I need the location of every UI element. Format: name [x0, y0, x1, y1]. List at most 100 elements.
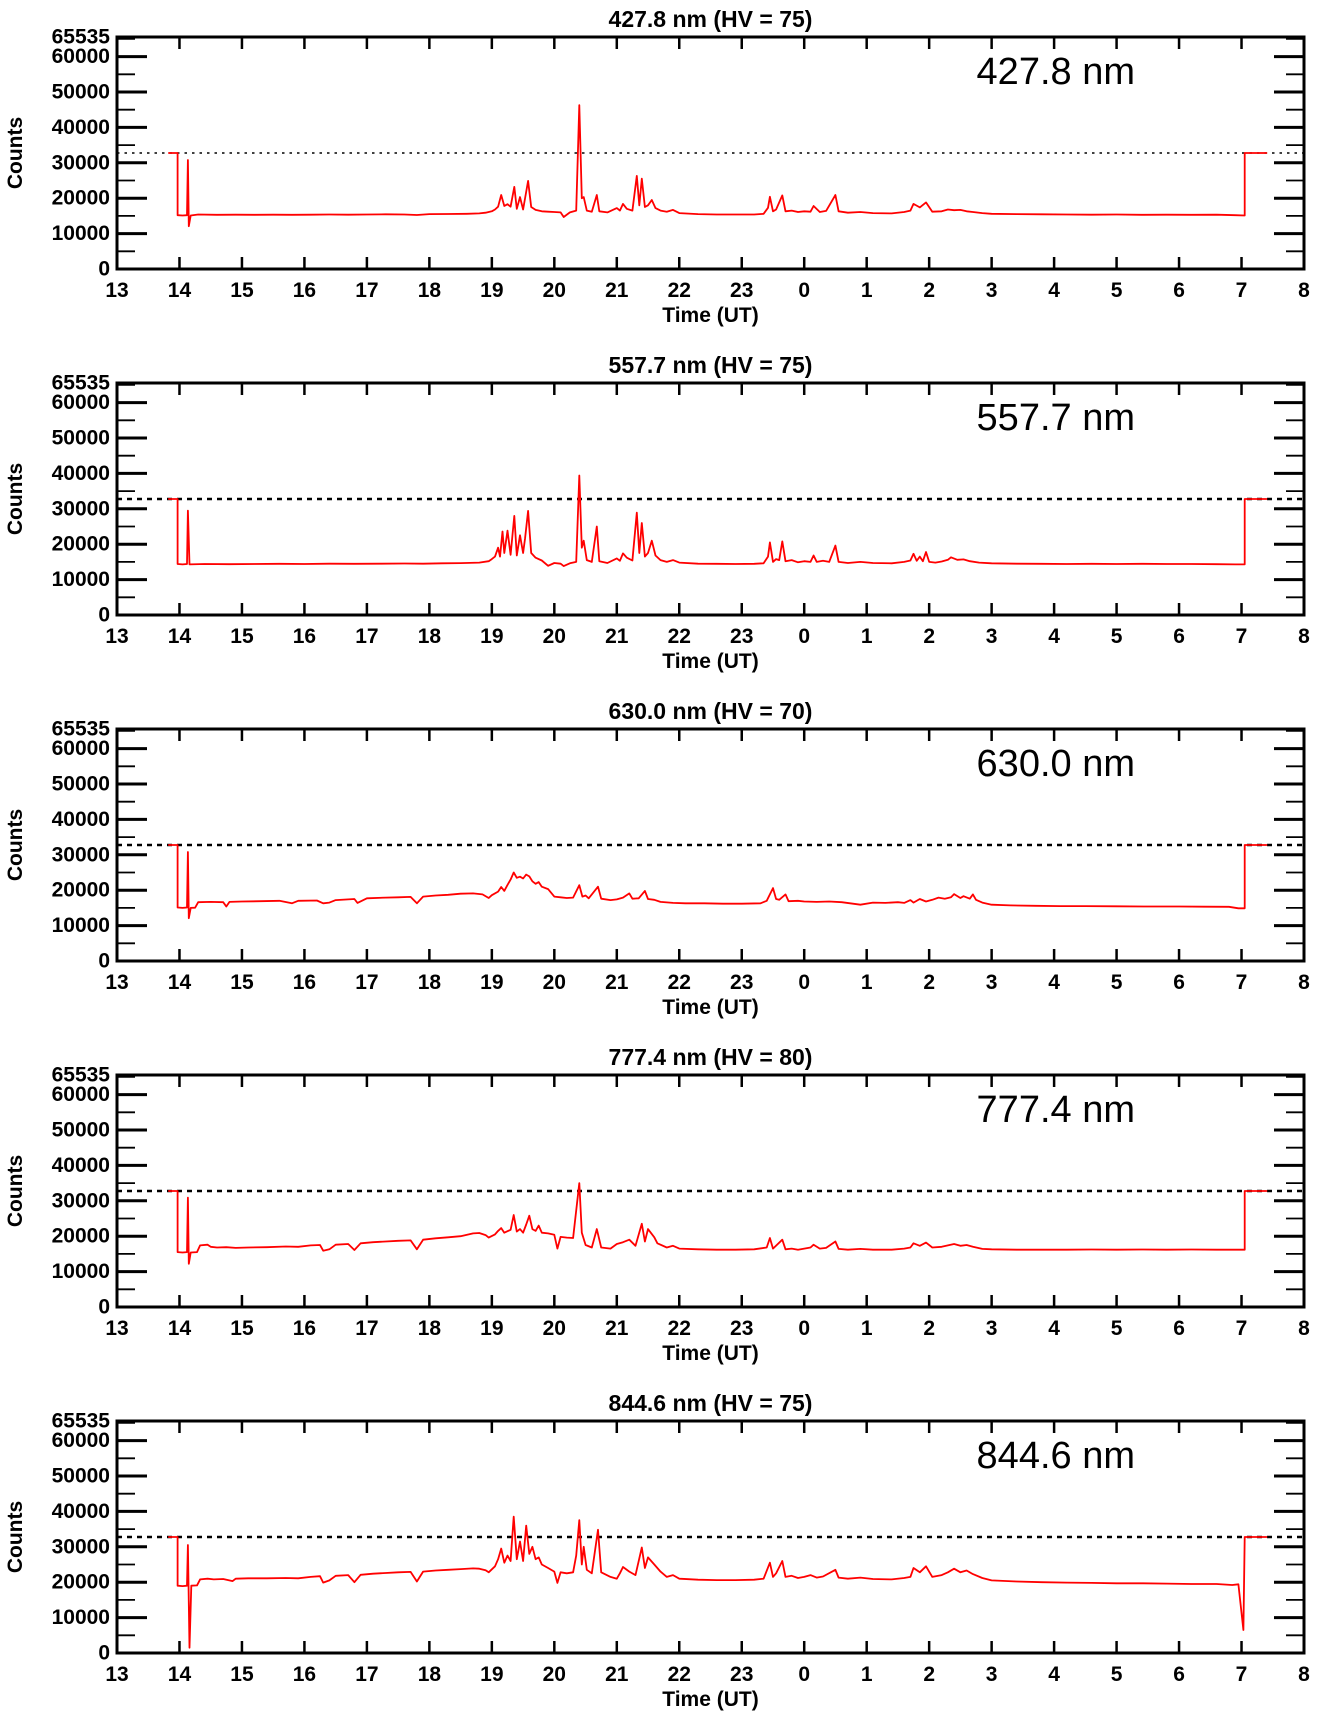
x-tick-label: 22 — [668, 279, 691, 302]
x-tick-label: 14 — [168, 625, 192, 648]
x-tick-label: 0 — [798, 1317, 810, 1340]
x-tick-label: 13 — [105, 1663, 128, 1686]
x-tick-label: 15 — [230, 1317, 254, 1340]
x-tick-label: 19 — [480, 1317, 503, 1340]
x-tick-label: 2 — [923, 1663, 935, 1686]
x-tick-label: 16 — [293, 625, 316, 648]
chart-svg: 630.0 nm (HV = 70) 0 10000 20000 30000 40000 5… — [4, 698, 1310, 1019]
x-tick-label: 19 — [480, 1663, 503, 1686]
y-tick-label: 0 — [98, 258, 110, 281]
x-axis-title: Time (UT) — [662, 1342, 758, 1365]
x-tick-label: 18 — [418, 1317, 442, 1340]
x-tick-label: 20 — [543, 1663, 566, 1686]
x-tick-label: 2 — [923, 971, 935, 994]
x-tick-label: 20 — [543, 971, 566, 994]
series-line — [168, 104, 1268, 228]
plot-frame — [115, 727, 1306, 963]
panel-777.4-nm: 777.4 nm (HV = 80) 0 10000 20000 30000 40000 5… — [0, 1038, 1336, 1384]
x-tick-label: 7 — [1236, 625, 1248, 648]
chart-svg: 777.4 nm (HV = 80) 0 10000 20000 30000 40000 5… — [4, 1044, 1310, 1365]
x-tick-label: 14 — [168, 1663, 192, 1686]
wavelength-label: 777.4 nm — [977, 1089, 1135, 1131]
x-tick-label: 13 — [105, 971, 128, 994]
x-tick-label: 6 — [1173, 279, 1185, 302]
x-tick-label: 19 — [480, 971, 503, 994]
panel-630.0-nm: 630.0 nm (HV = 70) 0 10000 20000 30000 40000 5… — [0, 692, 1336, 1038]
y-tick-label: 10000 — [52, 222, 110, 245]
x-tick-label: 4 — [1048, 625, 1060, 648]
x-tick-label: 21 — [605, 1663, 629, 1686]
x-tick-label: 17 — [355, 971, 378, 994]
x-tick-label: 7 — [1236, 279, 1248, 302]
chart-title: 844.6 nm (HV = 75) — [609, 1390, 813, 1416]
y-tick-label: 50000 — [52, 80, 110, 103]
wavelength-label: 557.7 nm — [977, 397, 1135, 439]
y-tick-label: 10000 — [52, 914, 110, 937]
x-tick-label: 8 — [1298, 625, 1310, 648]
x-tick-label: 20 — [543, 1317, 566, 1340]
y-tick-label: 40000 — [52, 116, 110, 139]
panel-844.6-nm: 844.6 nm (HV = 75) 0 10000 20000 30000 40000 5… — [0, 1384, 1336, 1730]
x-tick-label: 6 — [1173, 625, 1185, 648]
x-tick-label: 6 — [1173, 971, 1185, 994]
x-tick-label: 4 — [1048, 279, 1060, 302]
panel-557.7-nm: 557.7 nm (HV = 75) 0 10000 20000 30000 40000 5… — [0, 346, 1336, 692]
x-tick-label: 3 — [986, 971, 998, 994]
y-tick-label: 40000 — [52, 1500, 110, 1523]
x-tick-label: 8 — [1298, 1663, 1310, 1686]
y-tick-label: 50000 — [52, 772, 110, 795]
y-tick-label: 40000 — [52, 808, 110, 831]
x-tick-label: 20 — [543, 625, 566, 648]
chart-title: 777.4 nm (HV = 80) — [609, 1044, 813, 1070]
wavelength-label: 427.8 nm — [977, 51, 1135, 93]
chart-title: 427.8 nm (HV = 75) — [609, 6, 813, 32]
y-tick-label: 20000 — [52, 1225, 110, 1248]
x-tick-label: 1 — [861, 1663, 873, 1686]
y-tick-label: 0 — [98, 950, 110, 973]
x-tick-label: 16 — [293, 971, 316, 994]
x-tick-label: 15 — [230, 971, 254, 994]
x-tick-label: 15 — [230, 1663, 254, 1686]
chart-title: 630.0 nm (HV = 70) — [609, 698, 813, 724]
x-tick-label: 21 — [605, 1317, 629, 1340]
y-tick-label: 60000 — [52, 1083, 110, 1106]
x-tick-label: 13 — [105, 279, 128, 302]
x-tick-label: 5 — [1111, 279, 1123, 302]
x-tick-label: 14 — [168, 279, 192, 302]
x-tick-label: 22 — [668, 1663, 691, 1686]
x-tick-label: 0 — [798, 971, 810, 994]
x-tick-label: 0 — [798, 279, 810, 302]
series-line — [168, 1182, 1268, 1265]
y-tick-label: 30000 — [52, 843, 110, 866]
x-tick-label: 1 — [861, 279, 873, 302]
x-tick-label: 13 — [105, 625, 128, 648]
series-line — [168, 474, 1268, 567]
x-tick-label: 23 — [730, 279, 753, 302]
x-tick-label: 15 — [230, 279, 254, 302]
y-tick-label: 0 — [98, 1642, 110, 1665]
x-tick-label: 22 — [668, 971, 691, 994]
x-tick-label: 6 — [1173, 1317, 1185, 1340]
x-tick-label: 5 — [1111, 1663, 1123, 1686]
wavelength-label: 844.6 nm — [977, 1435, 1135, 1477]
x-tick-label: 1 — [861, 1317, 873, 1340]
x-tick-label: 18 — [418, 279, 442, 302]
x-axis-title: Time (UT) — [662, 996, 758, 1019]
x-tick-label: 2 — [923, 1317, 935, 1340]
y-tick-label: 30000 — [52, 497, 110, 520]
x-tick-label: 23 — [730, 1317, 753, 1340]
x-tick-label: 4 — [1048, 1663, 1060, 1686]
y-tick-label: 60000 — [52, 737, 110, 760]
y-tick-label: 60000 — [52, 45, 110, 68]
x-tick-label: 17 — [355, 1317, 378, 1340]
x-axis-title: Time (UT) — [662, 650, 758, 673]
x-tick-label: 21 — [605, 279, 629, 302]
x-tick-label: 7 — [1236, 1317, 1248, 1340]
y-tick-label: 50000 — [52, 1464, 110, 1487]
y-axis-title: Counts — [4, 1501, 27, 1573]
y-tick-label: 20000 — [52, 1571, 110, 1594]
x-tick-label: 17 — [355, 279, 378, 302]
x-tick-label: 23 — [730, 625, 753, 648]
y-axis-title: Counts — [4, 117, 27, 189]
x-tick-label: 18 — [418, 625, 442, 648]
